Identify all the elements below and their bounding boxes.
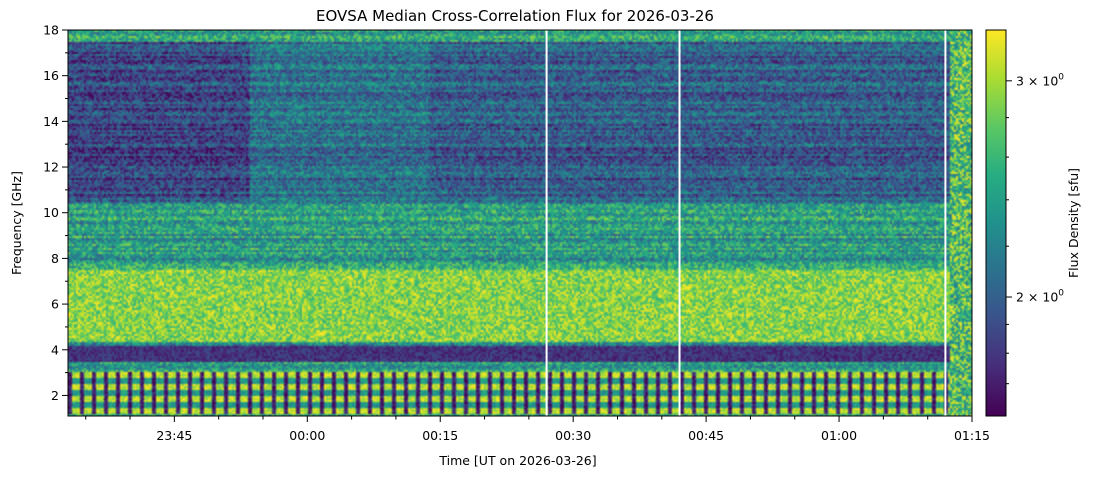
colorbar-tick-label: 3 × 100 bbox=[1016, 72, 1064, 88]
x-tick-label: 00:45 bbox=[688, 428, 724, 443]
plot-frame bbox=[67, 29, 973, 417]
y-tick-label: 14 bbox=[43, 114, 59, 129]
y-tick-label: 6 bbox=[51, 297, 59, 312]
chart-title: EOVSA Median Cross-Correlation Flux for … bbox=[316, 7, 714, 25]
x-axis-label: Time [UT on 2026-03-26] bbox=[438, 453, 596, 468]
x-tick-label: 00:00 bbox=[289, 428, 325, 443]
y-tick-label: 8 bbox=[51, 251, 59, 266]
x-tick-label: 00:15 bbox=[422, 428, 458, 443]
data-gaps bbox=[545, 30, 947, 416]
y-axis-label: Frequency [GHz] bbox=[9, 171, 24, 275]
colorbar: 2 × 100 3 × 100 Flux Density [sfu] bbox=[985, 29, 1081, 417]
spectrogram-heatmap bbox=[68, 30, 972, 416]
y-axis: 2 4 6 8 10 12 14 16 18 bbox=[43, 23, 68, 403]
y-tick-label: 4 bbox=[51, 342, 59, 357]
spectrogram-plot-area bbox=[67, 29, 973, 417]
x-tick-label: 01:00 bbox=[821, 428, 857, 443]
x-tick-label: 01:15 bbox=[954, 428, 990, 443]
colorbar-label: Flux Density [sfu] bbox=[1066, 168, 1081, 278]
y-tick-label: 2 bbox=[51, 388, 59, 403]
y-tick-label: 16 bbox=[43, 68, 59, 83]
x-axis: 23:45 00:00 00:15 00:30 00:45 01:00 01:15 bbox=[85, 416, 990, 443]
colorbar-tick-label: 2 × 100 bbox=[1016, 289, 1064, 305]
colorbar-gradient bbox=[985, 29, 1007, 417]
colorbar-ticks: 2 × 100 3 × 100 bbox=[1006, 72, 1064, 385]
y-tick-label: 10 bbox=[43, 205, 59, 220]
x-tick-label: 23:45 bbox=[156, 428, 192, 443]
x-tick-label: 00:30 bbox=[555, 428, 591, 443]
y-tick-label: 18 bbox=[43, 23, 59, 38]
y-tick-label: 12 bbox=[43, 160, 59, 175]
